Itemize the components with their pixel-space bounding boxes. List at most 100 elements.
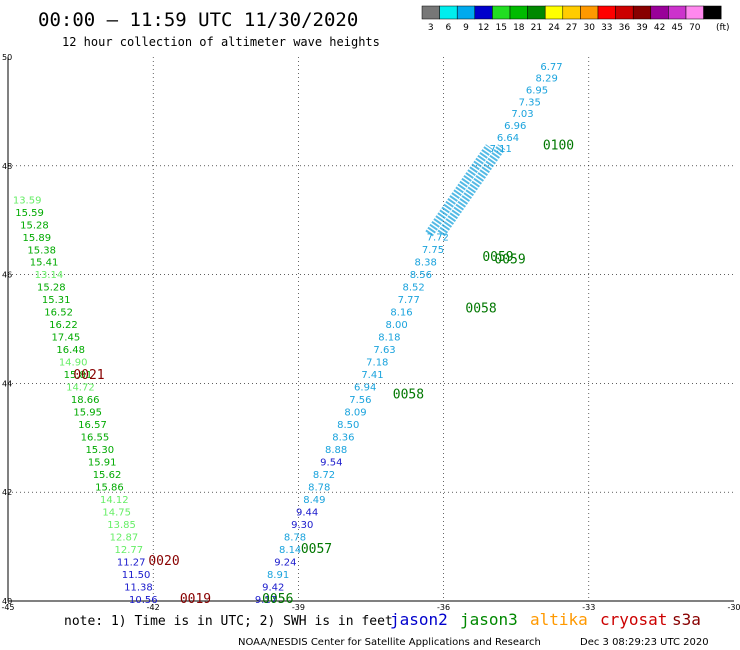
wave-height-label: 15.59 (15, 208, 44, 219)
legend-label: 3 (428, 23, 434, 33)
wave-height-label: 15.86 (95, 483, 124, 494)
time-label: 0059 (494, 253, 525, 268)
wave-height-label: 8.72 (313, 470, 335, 481)
wave-height-label: 9.30 (291, 520, 313, 531)
wave-height-label: 15.95 (73, 407, 102, 418)
wave-height-label: 15.38 (27, 245, 56, 256)
time-label: 0059 (482, 250, 513, 265)
satellite-name: jason3 (460, 610, 518, 629)
wave-height-label: 16.22 (49, 320, 78, 331)
legend-label: 24 (548, 23, 560, 33)
time-label: 0019 (180, 592, 211, 607)
wave-height-label: 8.36 (332, 433, 354, 444)
legend-swatch (703, 5, 722, 20)
y-tick-label: 44 (2, 379, 12, 388)
footer-timestamp: Dec 3 08:29:23 UTC 2020 (580, 637, 709, 648)
wave-height-label: 15.89 (23, 233, 52, 244)
wave-height-label: 9.24 (274, 558, 296, 569)
legend-swatch (492, 5, 511, 20)
wave-height-label: 18.66 (71, 395, 100, 406)
wave-height-label: 7.41 (361, 370, 383, 381)
wave-height-label: 8.91 (267, 570, 289, 581)
y-tick-label: 48 (2, 162, 12, 171)
dense-track-band (437, 144, 506, 237)
wave-height-label: 17.45 (52, 332, 81, 343)
footer-credit: NOAA/NESDIS Center for Satellite Applica… (238, 637, 541, 648)
legend-swatch (580, 5, 599, 20)
wave-height-label: 7.18 (366, 357, 388, 368)
legend-swatch (474, 5, 493, 20)
legend-swatch (456, 5, 476, 20)
chart-title: 00:00 – 11:59 UTC 11/30/2020 (38, 9, 358, 31)
y-tick-label: 46 (2, 271, 12, 280)
grid-lines (8, 57, 734, 601)
legend-units: (ft) (716, 23, 730, 33)
wave-height-labels: 13.5915.5915.2815.8915.3815.4113.1415.28… (13, 62, 563, 606)
wave-height-label: 9.42 (262, 583, 284, 594)
wave-height-label: 14.90 (59, 357, 88, 368)
satellite-legend: jason2 jason3 altika cryosat s3a (390, 610, 701, 629)
wave-height-label: 8.29 (536, 73, 558, 84)
legend-label: 36 (619, 23, 631, 33)
satellite-name: s3a (672, 610, 701, 629)
wave-height-label: 9.17 (255, 595, 277, 606)
legend-label: 15 (495, 23, 506, 33)
x-tick-label: -45 (1, 603, 14, 612)
legend-label: 12 (478, 23, 489, 33)
legend-swatch (632, 5, 652, 20)
legend-label: 9 (463, 23, 469, 33)
wave-height-label: 8.14 (279, 545, 301, 556)
x-tick-label: -42 (147, 603, 160, 612)
legend-swatch (509, 5, 528, 20)
wave-height-label: 9.44 (296, 508, 318, 519)
wave-height-label: 8.52 (402, 282, 424, 293)
satellite-name: cryosat (600, 610, 667, 629)
wave-height-label: 15.62 (93, 470, 122, 481)
y-tick-label: 40 (2, 597, 12, 606)
legend-label: 18 (513, 23, 525, 33)
y-tick-labels: 40 42 44 46 48 50 (2, 53, 12, 606)
x-tick-label: -39 (292, 603, 305, 612)
y-tick-label: 42 (2, 488, 12, 497)
satellite-name: altika (530, 610, 588, 629)
plot-axes (7, 57, 734, 602)
legend-swatch (668, 5, 687, 20)
legend-swatch (615, 5, 634, 20)
time-label: 0100 (543, 138, 574, 153)
wave-height-label: 10.56 (129, 595, 158, 606)
time-label: 0020 (148, 554, 179, 569)
wave-height-label: 12.77 (114, 545, 143, 556)
wave-height-label: 7.03 (511, 109, 533, 120)
wave-height-label: 8.38 (415, 257, 437, 268)
wave-height-label: 11.38 (124, 583, 153, 594)
wave-height-label: 16.48 (56, 345, 85, 356)
wave-height-label: 8.18 (378, 332, 400, 343)
wave-height-label: 8.56 (410, 270, 432, 281)
wave-height-label: 11.27 (117, 558, 146, 569)
wave-height-label: 13.14 (35, 270, 64, 281)
satellite-name: jason2 (390, 610, 448, 629)
wave-height-label: 14.75 (102, 508, 131, 519)
wave-height-label: 6.95 (526, 85, 548, 96)
y-tick-label: 50 (2, 53, 12, 62)
wave-height-label: 7.35 (519, 97, 541, 108)
x-tick-label: -30 (727, 603, 740, 612)
legend-swatch (685, 5, 704, 20)
wave-height-label: 6.77 (540, 62, 562, 73)
wave-height-label: 11.50 (122, 570, 151, 581)
wave-height-label: 14.12 (100, 495, 129, 506)
wave-height-label: 13.59 (13, 195, 42, 206)
time-label: 0021 (73, 368, 104, 383)
footer-note: note: 1) Time is in UTC; 2) SWH is in fe… (64, 614, 393, 629)
chart-subtitle: 12 hour collection of altimeter wave hei… (62, 35, 380, 49)
color-legend: 3 6 9 12 15 18 21 24 27 30 33 36 39 42 45 70 (421, 5, 722, 33)
legend-swatch (597, 5, 616, 20)
wave-height-label: 12.87 (110, 533, 139, 544)
x-tick-label: -33 (582, 603, 595, 612)
wave-height-label: 15.81 (64, 370, 93, 381)
dense-track-band (425, 144, 494, 237)
wave-height-label: 7.63 (373, 345, 395, 356)
wave-height-label: 8.88 (325, 445, 347, 456)
wave-height-label: 15.31 (42, 295, 71, 306)
